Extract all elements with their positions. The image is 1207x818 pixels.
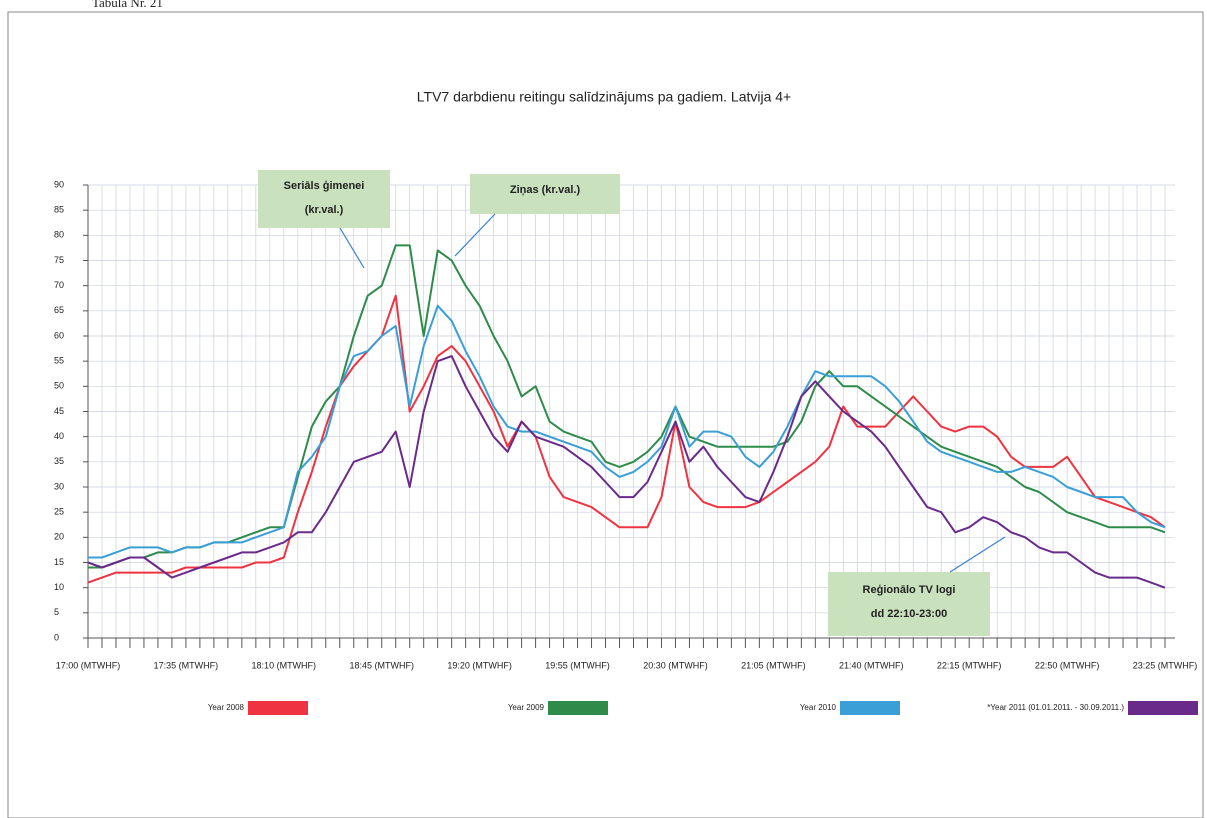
annotation-arrow	[454, 213, 496, 257]
y-tick-label: 75	[54, 255, 64, 265]
annotation-arrow	[949, 536, 1006, 573]
x-tick-label: 19:20 (MTWHF)	[447, 660, 512, 670]
y-tick-label: 35	[54, 456, 64, 466]
annotation: (kr.val.)	[305, 204, 344, 216]
annotation-arrow	[339, 227, 365, 269]
legend-label: *Year 2011 (01.01.2011. - 30.09.2011.)	[987, 703, 1124, 712]
y-tick-label: 45	[54, 406, 64, 416]
legend-swatch	[248, 701, 308, 715]
series-line	[88, 244, 1166, 569]
legend-swatch	[548, 701, 608, 715]
y-tick-label: 20	[54, 532, 64, 542]
annotation-box	[828, 572, 990, 636]
x-tick-label: 17:00 (MTWHF)	[56, 660, 121, 670]
x-tick-label: 18:10 (MTWHF)	[252, 660, 317, 670]
x-tick-label: 21:05 (MTWHF)	[741, 660, 806, 670]
x-tick-label: 22:50 (MTWHF)	[1035, 660, 1100, 670]
series-line	[87, 294, 1166, 584]
x-tick-label: 23:25 (MTWHF)	[1133, 660, 1198, 670]
series-line	[88, 304, 1166, 559]
legend-label: Year 2009	[508, 703, 545, 712]
y-tick-label: 55	[54, 356, 64, 366]
x-tick-label: 21:40 (MTWHF)	[839, 660, 904, 670]
y-tick-label: 80	[54, 230, 64, 240]
annotation: dd 22:10-23:00	[871, 608, 947, 620]
y-tick-label: 10	[54, 582, 64, 592]
legend-label: Year 2010	[800, 703, 837, 712]
y-tick-label: 40	[54, 431, 64, 441]
x-tick-label: 20:30 (MTWHF)	[643, 660, 708, 670]
annotation: Seriāls ģimenei	[284, 179, 365, 192]
legend-swatch	[840, 701, 900, 715]
plot: 0 5 10 15 20 25 30 35 40 45 50 55 60 65 70 75 80 85 90 17:0…	[54, 179, 1197, 670]
x-tick-label: 17:35 (MTWHF)	[154, 660, 219, 670]
y-tick-label: 5	[54, 607, 59, 617]
document-label: Tabula Nr. 21	[92, 0, 163, 10]
y-tick-label: 90	[54, 179, 64, 189]
annotation-box	[258, 170, 390, 228]
legend-swatch	[1128, 701, 1198, 715]
annotation: Reģionālo TV logi	[863, 583, 956, 596]
y-tick-label: 70	[54, 280, 64, 290]
y-tick-label: 0	[54, 632, 59, 642]
y-tick-label: 50	[54, 381, 64, 391]
y-tick-label: 15	[54, 557, 64, 567]
x-tick-label: 22:15 (MTWHF)	[937, 660, 1002, 670]
legend-label: Year 2008	[208, 703, 245, 712]
annotation: Ziņas (kr.val.)	[510, 184, 581, 196]
series-line	[87, 355, 1166, 589]
y-tick-label: 30	[54, 481, 64, 491]
y-tick-label: 25	[54, 507, 64, 517]
chart-title: LTV7 darbdienu reitingu salīdzinājums pa…	[417, 89, 791, 105]
annotation-box	[470, 174, 620, 214]
y-tick-label: 65	[54, 305, 64, 315]
x-tick-label: 19:55 (MTWHF)	[545, 660, 610, 670]
annotations: Seriāls ģimenei (kr.val.) Ziņas (kr.val.…	[258, 170, 1006, 636]
x-tick-label: 18:45 (MTWHF)	[349, 660, 414, 670]
y-tick-label: 60	[54, 330, 64, 340]
y-tick-label: 85	[54, 205, 64, 215]
